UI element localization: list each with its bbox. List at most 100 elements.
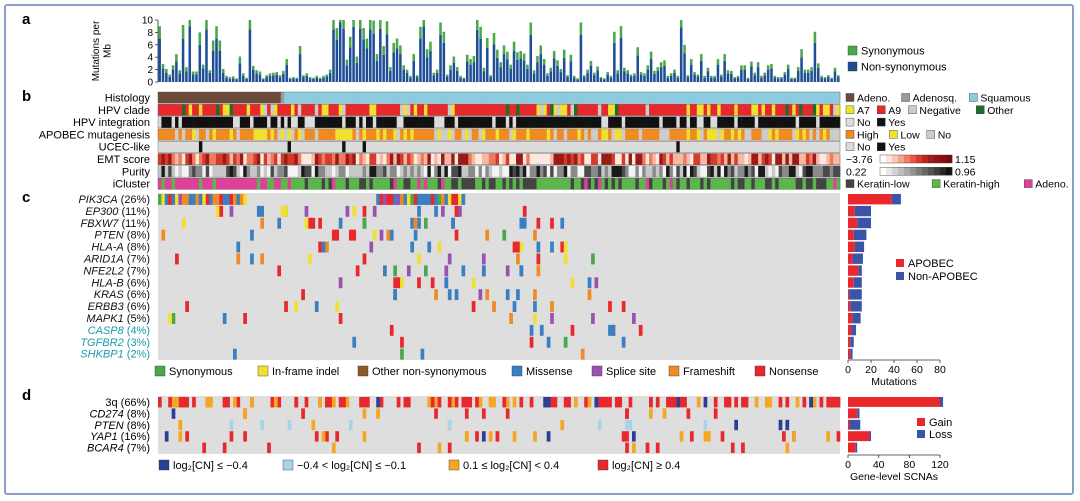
bar-non-synonymous: [475, 29, 479, 83]
mutation-cell-inframe: [202, 194, 207, 205]
track-cell: [277, 141, 282, 153]
track-cell: [488, 104, 493, 116]
bar-non-synonymous: [318, 78, 322, 82]
bar-synonymous: [482, 67, 486, 72]
track-cell: [379, 116, 384, 128]
track-cell: [246, 116, 251, 128]
track-cell: [741, 141, 745, 153]
bar-synonymous: [666, 75, 670, 78]
bar-synonymous: [643, 73, 646, 76]
mutation-cell-missense: [250, 253, 254, 265]
track-cell: [689, 116, 694, 128]
track-cell: [679, 153, 684, 165]
mutation-cell-nonsense: [318, 217, 322, 229]
bar-synonymous: [699, 54, 703, 61]
track-cell: [591, 116, 595, 128]
track-cell: [747, 104, 752, 116]
track-cell: [833, 165, 837, 178]
track-cell: [464, 165, 469, 178]
track-cell: [297, 165, 302, 178]
track-cell: [744, 141, 749, 153]
track-cell: [536, 153, 541, 165]
track-cell: [468, 141, 473, 153]
track-cell: [454, 153, 459, 165]
track-cell: [441, 92, 445, 104]
track-cell: [290, 104, 295, 116]
bar-non-synonymous: [315, 77, 319, 82]
legend-label: Keratin-high: [943, 179, 1000, 191]
track-cell: [250, 104, 254, 116]
track-cell: [164, 92, 169, 104]
track-cell: [782, 178, 786, 190]
bar-synonymous: [489, 75, 492, 78]
track-cell: [628, 104, 633, 116]
track-cell: [209, 165, 213, 178]
scna-cell: [601, 397, 606, 408]
track-cell: [372, 178, 377, 190]
track-cell: [836, 128, 841, 141]
track-cell: [273, 92, 278, 104]
track-cell: [267, 165, 271, 178]
track-cell: [608, 116, 612, 128]
track-cell: [406, 178, 411, 190]
track-cell: [158, 141, 162, 153]
track-cell: [328, 153, 333, 165]
track-cell: [662, 153, 667, 165]
bar-non-synonymous: [399, 54, 402, 82]
track-cell: [212, 153, 217, 165]
track-cell: [420, 92, 425, 104]
track-cell: [543, 165, 548, 178]
track-cell: [205, 153, 210, 165]
track-cell: [788, 153, 793, 165]
mutation-cell-missense: [192, 194, 196, 205]
track-cell: [389, 141, 394, 153]
track-cell: [338, 153, 343, 165]
scna-cell: [802, 397, 807, 408]
gradient-step: [892, 155, 899, 163]
track-cell: [195, 178, 200, 190]
track-cell: [164, 153, 169, 165]
track-cell: [768, 153, 773, 165]
track-cell: [202, 178, 207, 190]
bar-non-synonymous: [502, 54, 506, 82]
track-cell: [441, 141, 445, 153]
bar-non-synonymous: [740, 69, 743, 82]
track-cell: [676, 104, 681, 116]
legend-swatch-non-synonymous: [847, 61, 858, 72]
track-cell: [260, 153, 265, 165]
bar-synonymous: [305, 73, 309, 76]
track-cell: [226, 116, 230, 128]
track-cell: [362, 178, 367, 190]
bar-non-synonymous: [746, 78, 750, 82]
track-cell: [198, 165, 203, 178]
track-cell: [737, 92, 742, 104]
bar-synonymous: [512, 41, 516, 51]
bar-non-apobec: [850, 301, 862, 312]
track-cell: [321, 141, 326, 153]
gradient-step: [928, 155, 935, 163]
scna-cell: [829, 397, 834, 408]
track-cell: [253, 92, 258, 104]
bar-synonymous: [399, 45, 402, 55]
track-cell: [328, 128, 333, 141]
track-cell: [345, 141, 350, 153]
track-cell: [713, 104, 718, 116]
bar-synonymous: [238, 56, 242, 64]
track-cell: [601, 141, 606, 153]
track-cell: [287, 104, 292, 116]
bar-non-synonymous: [362, 39, 365, 82]
bar-apobec: [848, 324, 852, 336]
bar-synonymous: [225, 75, 228, 78]
bar-non-synonymous: [181, 38, 185, 82]
track-cell: [318, 165, 322, 178]
track-cell: [509, 178, 513, 190]
track-cell: [713, 92, 718, 104]
track-cell: [260, 178, 265, 190]
track-cell: [512, 116, 517, 128]
mutation-cell-missense: [519, 265, 524, 277]
track-cell: [574, 116, 578, 128]
track-cell: [352, 165, 357, 178]
track-cell: [502, 153, 507, 165]
scna-cell: [826, 431, 831, 442]
